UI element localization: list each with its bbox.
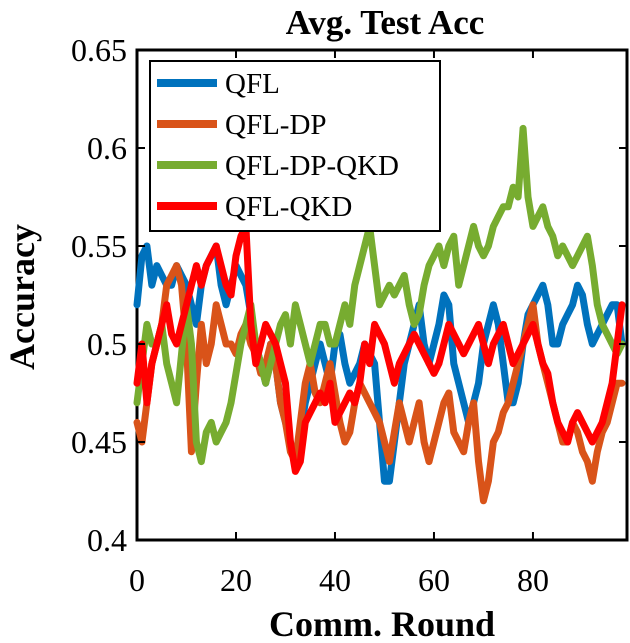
series-layer	[133, 124, 626, 505]
y-tick-label: 0.6	[87, 130, 127, 166]
legend: QFL QFL-DP QFL-DP-QKD QFL-QKD	[149, 60, 441, 232]
x-axis-label: Comm. Round	[269, 604, 495, 643]
x-tick-label: 80	[517, 562, 549, 598]
x-tick-label: 0	[129, 562, 145, 598]
y-axis-label: Accuracy	[2, 224, 42, 370]
y-tick-label: 0.55	[71, 228, 127, 264]
legend-label-qfl-qkd: QFL-QKD	[225, 191, 352, 223]
x-tick-label: 40	[319, 562, 351, 598]
y-tick-label: 0.45	[71, 424, 127, 460]
legend-label-qfl-dp: QFL-DP	[225, 109, 327, 141]
legend-label-qfl-dp-qkd: QFL-DP-QKD	[225, 150, 399, 182]
x-tick-label: 20	[220, 562, 252, 598]
y-tick-label: 0.65	[71, 32, 127, 68]
series-line-qfl-qkd	[133, 222, 626, 475]
series-line-qfl-dp-qkd	[133, 124, 626, 466]
x-tick-label: 60	[418, 562, 450, 598]
chart-title: Avg. Test Acc	[286, 3, 485, 42]
ticks-layer: 0 20 40 60 80 0.4 0.45 0.5 0.55 0.6 0.65	[71, 32, 627, 598]
y-tick-label: 0.5	[87, 326, 127, 362]
y-tick-label: 0.4	[87, 522, 127, 558]
legend-label-qfl: QFL	[225, 68, 280, 100]
